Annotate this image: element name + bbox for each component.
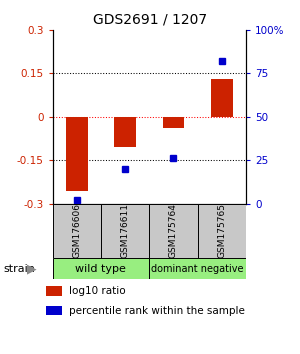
Bar [52, 204, 101, 258]
Bar [114, 117, 136, 147]
Text: wild type: wild type [75, 263, 126, 274]
Text: GSM176611: GSM176611 [121, 204, 130, 258]
Text: dominant negative: dominant negative [152, 263, 244, 274]
Text: GSM176606: GSM176606 [72, 204, 81, 258]
Bar [101, 204, 149, 258]
Text: ▶: ▶ [27, 262, 36, 275]
Bar [52, 258, 149, 279]
Bar [211, 79, 233, 117]
Text: percentile rank within the sample: percentile rank within the sample [69, 306, 245, 315]
Bar [66, 117, 88, 190]
Bar [163, 117, 184, 129]
Bar [46, 286, 62, 296]
Bar [149, 258, 246, 279]
Text: GSM175764: GSM175764 [169, 204, 178, 258]
Bar [149, 204, 198, 258]
Text: GSM175765: GSM175765 [217, 204, 226, 258]
Bar [46, 306, 62, 315]
Text: log10 ratio: log10 ratio [69, 286, 125, 296]
Text: strain: strain [3, 263, 35, 274]
Bar [198, 204, 246, 258]
Text: GDS2691 / 1207: GDS2691 / 1207 [93, 12, 207, 27]
